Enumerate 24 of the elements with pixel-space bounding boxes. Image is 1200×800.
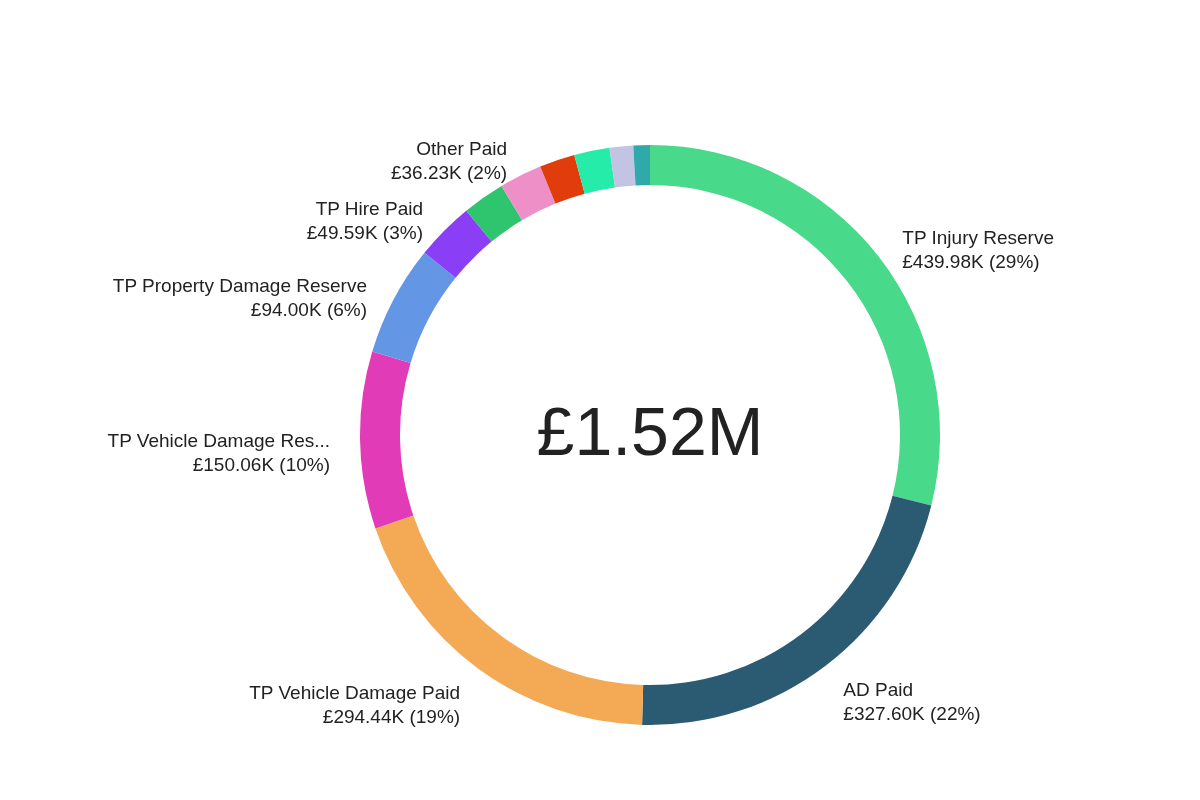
slice-label: TP Property Damage Reserve bbox=[112, 274, 368, 296]
donut-slice bbox=[424, 210, 492, 278]
data-label: £36.23K (2%) bbox=[390, 161, 508, 183]
slice-label: TP Vehicle Damage Res... bbox=[107, 429, 331, 451]
text: £1.52M bbox=[536, 393, 764, 469]
slice-label: TP Vehicle Damage Paid bbox=[249, 681, 461, 703]
donut-slice bbox=[609, 145, 636, 188]
data-label: £327.60K (22%) bbox=[843, 702, 981, 724]
data-label: £49.59K (3%) bbox=[306, 222, 423, 244]
data-label: £150.06K (10%) bbox=[192, 453, 331, 475]
donut-slice bbox=[372, 252, 456, 364]
donut-slice bbox=[540, 155, 585, 204]
donut-slice bbox=[466, 185, 522, 242]
donut-slice bbox=[360, 351, 414, 529]
data-label: £439.98K (29%) bbox=[902, 251, 1040, 273]
donut-slice bbox=[633, 145, 650, 186]
donut-slice bbox=[574, 147, 616, 194]
donut-slice bbox=[642, 495, 932, 725]
data-label: £94.00K (6%) bbox=[250, 298, 368, 320]
slice-label: AD Paid bbox=[843, 678, 914, 700]
slice-label: TP Injury Reserve bbox=[902, 227, 1054, 249]
slice-label: Other Paid bbox=[416, 137, 508, 159]
data-label: £294.44K (19%) bbox=[322, 705, 461, 727]
slice-label: TP Hire Paid bbox=[315, 198, 423, 220]
